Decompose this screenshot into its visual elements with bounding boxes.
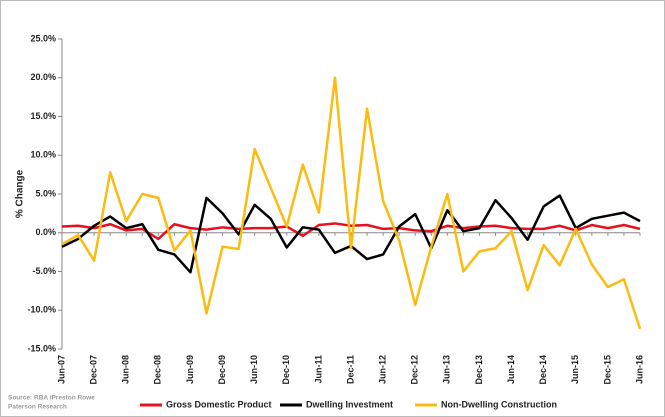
x-tick-label: Jun-16 xyxy=(634,355,644,384)
x-tick-label: Dec-10 xyxy=(281,355,291,385)
y-tick-label: -5.0% xyxy=(32,266,56,276)
y-tick-label: 0.0% xyxy=(35,227,56,237)
x-tick-label: Jun-11 xyxy=(313,355,323,384)
x-tick-label: Jun-10 xyxy=(249,355,259,384)
x-tick-label: Jun-14 xyxy=(506,355,516,384)
source: Source: RBA /Preston Rowe xyxy=(8,395,95,402)
legend-label: Non-Dwelling Construction xyxy=(441,399,557,409)
legend-label: Gross Domestic Product xyxy=(166,399,272,409)
x-tick-label: Dec-13 xyxy=(474,355,484,385)
y-tick-label: 25.0% xyxy=(30,33,56,43)
x-tick-label: Jun-08 xyxy=(121,355,131,384)
line-series xyxy=(61,76,642,330)
x-tick-label: Dec-14 xyxy=(538,355,548,385)
x-tick-label: Dec-08 xyxy=(153,355,163,385)
y-axis-label: % Change xyxy=(15,169,26,218)
x-tick-label: Jun-07 xyxy=(56,355,66,384)
y-tick-label: 15.0% xyxy=(30,111,56,121)
x-tick-label: Jun-13 xyxy=(442,355,452,384)
x-tick-label: Dec-09 xyxy=(217,355,227,385)
y-tick-label: 5.0% xyxy=(35,188,56,198)
x-tick-label: Dec-07 xyxy=(88,355,98,385)
legend-label: Dwelling Investment xyxy=(306,399,393,409)
y-tick-label: 10.0% xyxy=(30,150,56,160)
x-tick-label: Jun-12 xyxy=(377,355,387,384)
x-tick-label: Dec-11 xyxy=(345,355,355,384)
x-tick-label: Jun-15 xyxy=(570,355,580,384)
x-tick-label: Dec-12 xyxy=(410,355,420,385)
y-tick-label: -15.0% xyxy=(27,343,56,353)
y-tick-label: -10.0% xyxy=(27,305,56,315)
x-tick-label: Jun-09 xyxy=(185,355,195,384)
y-tick-label: 20.0% xyxy=(30,72,56,82)
x-tick-label: Dec-15 xyxy=(602,355,612,385)
source: Paterson Research xyxy=(8,404,67,411)
line-series xyxy=(61,222,641,241)
